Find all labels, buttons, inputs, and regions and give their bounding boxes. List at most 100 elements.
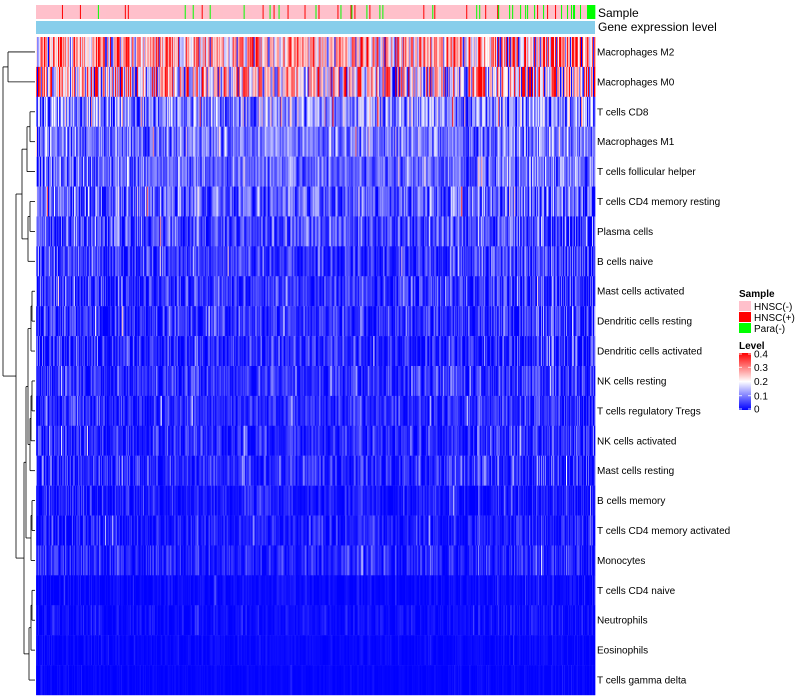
heatmap-cell [127, 66, 130, 98]
heatmap-cell [197, 66, 200, 98]
heatmap-cell [208, 37, 211, 68]
heatmap-cell [121, 37, 124, 68]
heatmap-cell [226, 66, 229, 98]
heatmap-cell [44, 96, 47, 127]
heatmap-cell [394, 96, 396, 127]
heatmap-cell [111, 66, 114, 98]
heatmap-cell [447, 66, 449, 98]
heatmap-cell [419, 66, 421, 98]
heatmap-cell [318, 66, 320, 98]
heatmap-cell [300, 37, 302, 68]
heatmap-cell [172, 96, 175, 127]
heatmap-cell [389, 37, 391, 68]
heatmap-cell [196, 66, 199, 98]
heatmap-cell [342, 66, 344, 98]
heatmap-cell [513, 66, 515, 98]
heatmap-cell [304, 37, 306, 68]
heatmap-cell [65, 37, 68, 68]
heatmap-cell [420, 96, 422, 127]
heatmap-cell [81, 96, 84, 127]
heatmap-cell [126, 96, 129, 127]
heatmap-cell [472, 66, 474, 98]
heatmap-cell [429, 96, 431, 127]
heatmap-cell [409, 37, 411, 68]
heatmap-cell [517, 37, 519, 68]
heatmap-cell [242, 37, 244, 68]
heatmap-cell [538, 66, 540, 98]
heatmap-cell [140, 37, 143, 68]
heatmap-cell [354, 96, 356, 127]
heatmap-cell [443, 66, 445, 98]
heatmap-cell [200, 96, 203, 127]
heatmap-cell [435, 96, 437, 127]
heatmap-cell [240, 66, 242, 98]
heatmap-cell [513, 37, 515, 68]
heatmap-cell [429, 66, 431, 98]
heatmap-cell [156, 37, 159, 68]
heatmap-cell [328, 66, 330, 98]
heatmap-cell [294, 96, 296, 127]
heatmap-cell [255, 96, 257, 127]
heatmap-cell [161, 37, 164, 68]
heatmap-cell [446, 66, 448, 98]
heatmap-cell [491, 66, 493, 98]
heatmap-cell [375, 37, 377, 68]
heatmap-cell [217, 66, 220, 98]
heatmap-cell [256, 66, 258, 98]
heatmap-cell [364, 96, 366, 127]
heatmap-cell [426, 96, 428, 127]
heatmap-cell [293, 37, 295, 68]
heatmap-cell [182, 37, 185, 68]
heatmap-cell [527, 66, 529, 98]
heatmap-cell [452, 96, 454, 127]
heatmap-cell [174, 37, 177, 68]
heatmap-cell [549, 66, 551, 98]
heatmap-cell [287, 37, 289, 68]
heatmap-cell [111, 37, 114, 68]
heatmap-cell [55, 66, 58, 98]
heatmap-cell [37, 66, 39, 98]
heatmap-cell [164, 37, 167, 68]
heatmap-cell [462, 66, 464, 98]
heatmap-cell [344, 96, 346, 127]
heatmap-cell [359, 37, 361, 68]
heatmap-cell [68, 96, 71, 127]
heatmap-cell [246, 37, 248, 68]
heatmap-cell [334, 96, 336, 127]
heatmap-cell [238, 66, 240, 98]
heatmap-cell [100, 96, 103, 127]
heatmap-cell [245, 96, 247, 127]
heatmap-cell [97, 96, 100, 127]
heatmap-cell [102, 66, 105, 98]
heatmap-cell [89, 37, 92, 68]
heatmap-cell [263, 66, 265, 98]
heatmap-cell [147, 96, 150, 127]
heatmap-cell [75, 96, 78, 127]
heatmap-cell [413, 37, 415, 68]
heatmap-cell [314, 66, 316, 98]
heatmap-cell [453, 37, 455, 68]
heatmap-cell [245, 66, 247, 98]
heatmap-cell [294, 66, 296, 98]
heatmap-cell [512, 66, 514, 98]
heatmap-cell [112, 96, 115, 127]
heatmap-cell [544, 37, 546, 68]
heatmap-cell [592, 66, 594, 98]
heatmap-cell [489, 66, 491, 98]
heatmap-cell [561, 66, 563, 98]
heatmap-cell [183, 37, 186, 68]
heatmap-cell [151, 37, 154, 68]
heatmap-cell [256, 37, 258, 68]
heatmap-cell [41, 66, 44, 98]
heatmap-cell [589, 66, 591, 98]
heatmap-cell [194, 66, 197, 98]
heatmap-cell [256, 96, 258, 127]
heatmap-cell [591, 66, 593, 98]
heatmap-cell [344, 66, 346, 98]
heatmap-cell [110, 37, 113, 68]
heatmap-cell [152, 37, 155, 68]
heatmap-cell [259, 66, 261, 98]
heatmap-cell [276, 66, 278, 98]
heatmap-cell [60, 66, 63, 98]
heatmap-cell [557, 37, 559, 68]
